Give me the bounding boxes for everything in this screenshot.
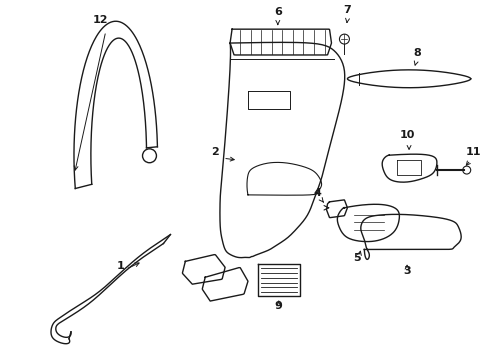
Text: 11: 11: [465, 147, 481, 157]
Text: 9: 9: [274, 301, 282, 311]
Text: 3: 3: [403, 266, 410, 276]
Text: 8: 8: [412, 48, 420, 58]
Text: 2: 2: [211, 147, 219, 157]
Text: 5: 5: [353, 253, 361, 264]
Text: 4: 4: [313, 188, 321, 198]
Text: 7: 7: [343, 5, 350, 15]
Text: 6: 6: [273, 7, 281, 17]
Text: 1: 1: [117, 261, 124, 271]
Text: 10: 10: [399, 130, 414, 140]
Text: 12: 12: [93, 15, 108, 25]
